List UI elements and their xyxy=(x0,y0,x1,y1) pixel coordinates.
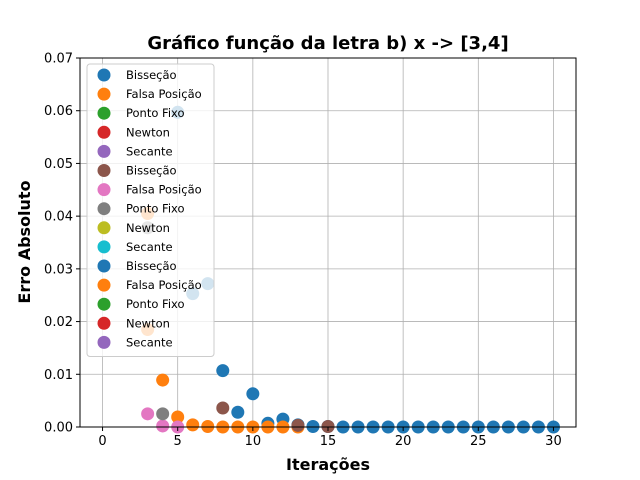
legend-marker xyxy=(97,240,111,254)
x-axis-title: Iterações xyxy=(286,455,370,474)
y-tick-label: 0.07 xyxy=(44,52,73,67)
legend-marker xyxy=(97,278,111,292)
data-point-series-5 xyxy=(216,401,230,415)
y-tick-label: 0.02 xyxy=(44,315,73,330)
legend-label: Secante xyxy=(126,144,173,158)
data-point-series-1 xyxy=(201,419,215,433)
legend-marker xyxy=(97,68,111,82)
data-point-series-0 xyxy=(306,419,320,433)
legend-label: Bisseção xyxy=(126,259,177,273)
data-point-series-5 xyxy=(321,419,335,433)
axis-ticks: 0 5 10 15 20 25 30 0.00 0.01 0.02 0.03 0.04 0.05 0.06… xyxy=(44,52,562,450)
legend-label: Newton xyxy=(126,316,170,330)
legend-label: Ponto Fixo xyxy=(126,297,185,311)
legend-label: Falsa Posição xyxy=(126,183,202,197)
data-point-series-6 xyxy=(141,407,155,421)
y-tick-label: 0.03 xyxy=(44,262,73,277)
y-tick-label: 0.04 xyxy=(44,210,73,225)
x-tick-label: 5 xyxy=(174,434,182,449)
y-tick-label: 0.06 xyxy=(44,104,73,119)
x-tick-label: 25 xyxy=(470,434,487,449)
y-tick-label: 0.05 xyxy=(44,157,73,172)
x-tick-label: 10 xyxy=(245,434,262,449)
chart-title: Gráfico função da letra b) x -> [3,4] xyxy=(147,33,508,54)
legend: Bisseção Falsa Posição Ponto Fixo Newton Sec… xyxy=(86,63,215,357)
legend-marker xyxy=(97,221,111,235)
legend-marker xyxy=(97,202,111,216)
legend-label: Falsa Posição xyxy=(126,87,202,101)
data-point-series-0 xyxy=(246,387,260,401)
legend-marker xyxy=(97,144,111,158)
legend-label: Newton xyxy=(126,221,170,235)
legend-label: Bisseção xyxy=(126,164,177,178)
data-point-series-0 xyxy=(216,364,230,378)
data-point-series-5 xyxy=(291,418,305,432)
data-point-series-0 xyxy=(231,405,245,419)
legend-label: Secante xyxy=(126,335,173,349)
legend-marker xyxy=(97,125,111,139)
legend-marker xyxy=(97,259,111,273)
data-point-series-7 xyxy=(156,407,170,421)
legend-marker xyxy=(97,183,111,197)
y-tick-label: 0.00 xyxy=(44,421,73,436)
legend-marker xyxy=(97,164,111,177)
data-point-series-1 xyxy=(186,418,200,432)
legend-label: Newton xyxy=(126,125,170,139)
x-tick-label: 30 xyxy=(545,434,562,449)
y-tick-label: 0.01 xyxy=(44,368,73,383)
legend-label: Bisseção xyxy=(126,68,177,82)
legend-label: Falsa Posição xyxy=(126,278,202,292)
legend-marker xyxy=(97,87,111,101)
legend-label: Ponto Fixo xyxy=(126,202,185,216)
data-point-series-1 xyxy=(156,373,170,387)
x-tick-label: 15 xyxy=(320,434,337,449)
x-tick-label: 0 xyxy=(98,434,106,449)
data-point-series-1 xyxy=(171,410,185,424)
x-tick-label: 20 xyxy=(395,434,412,449)
y-axis-title: Erro Absoluto xyxy=(15,180,34,303)
legend-marker xyxy=(97,335,111,349)
legend-label: Ponto Fixo xyxy=(126,106,185,120)
legend-marker xyxy=(97,316,111,330)
legend-marker xyxy=(97,297,111,311)
data-point-series-6 xyxy=(156,419,170,433)
legend-marker xyxy=(97,106,111,120)
legend-box xyxy=(86,63,215,357)
legend-label: Secante xyxy=(126,240,173,254)
